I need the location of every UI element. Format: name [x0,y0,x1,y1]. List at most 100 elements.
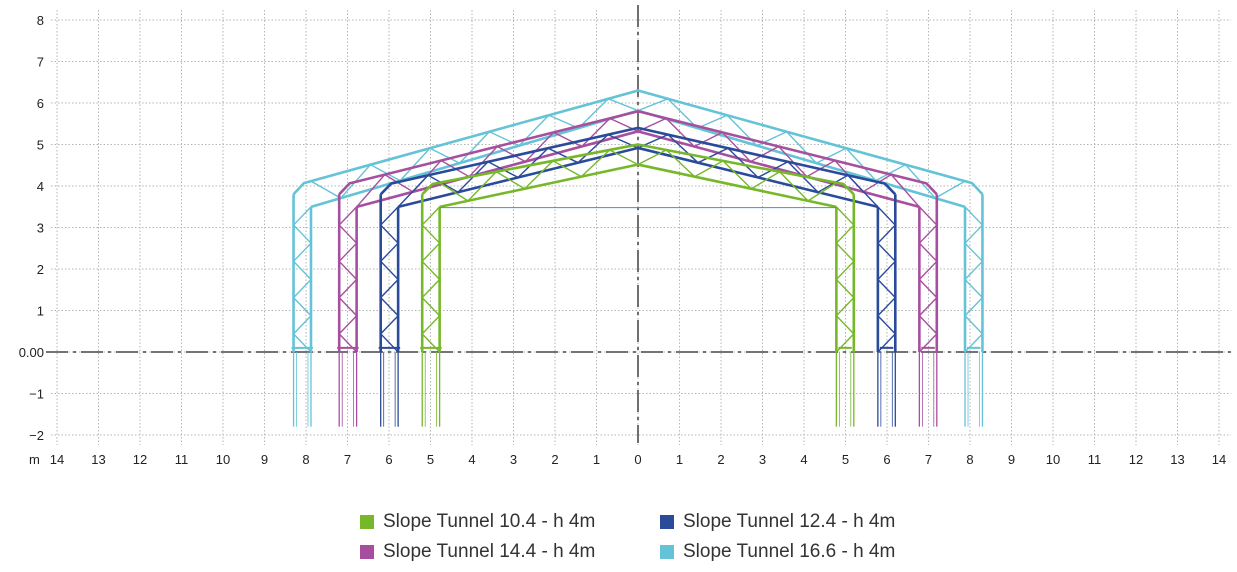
x-tick-label: 7 [925,452,932,467]
rafter-lacing [399,147,431,182]
leg-lacing [877,278,896,299]
leg-lacing [380,260,399,280]
rafter-lacing [697,147,729,164]
rafter-lacing [495,171,526,190]
y-tick-label: 3 [37,221,44,236]
leg-lacing [877,297,896,317]
rafter-lacing [581,117,611,147]
leg-lacing [338,315,358,335]
rafter-top-chord [421,143,855,196]
leg-lacing [338,224,358,244]
x-tick-label: 11 [1088,452,1102,467]
rafter-lacing [547,147,579,164]
rafter-lacing [667,98,698,129]
rafter-lacing [665,149,696,178]
leg-lacing [877,315,896,335]
leg-lacing [380,242,399,262]
y-tick-label: 2 [37,262,44,277]
leg-lacing [380,278,399,299]
rafter-lacing [665,117,695,147]
leg-lacing [380,206,399,226]
x-tick-label: 8 [966,452,973,467]
rafter-lacing [553,131,583,148]
leg-lacing [421,206,441,226]
tunnel-frame [378,126,897,427]
leg-lacing [338,297,358,317]
tunnel-frames [291,89,984,427]
x-tick-label: 1 [676,452,683,467]
x-tick-label: 0 [634,452,641,467]
leg-lacing [380,224,399,244]
x-tick-label: 9 [261,452,268,467]
rafter-lacing [637,98,668,112]
rafter-lacing [429,147,460,164]
y-tick-label: −2 [29,428,44,443]
leg-lacing [421,278,441,299]
leg-lacing [964,224,983,244]
leg-lacing [877,333,896,353]
rafter-lacing [721,131,752,163]
rafter-lacing [845,147,877,182]
leg-lacing [964,242,983,262]
rafter-lacing [786,131,817,164]
leg-lacing [918,297,938,317]
rafter-lacing [750,145,780,163]
leg-lacing [918,333,938,353]
legend-swatch [360,545,374,559]
leg-lacing [877,224,896,244]
rafter-lacing [934,180,966,199]
leg-lacing [835,278,855,299]
leg-lacing [380,333,399,353]
rafter-lacing [697,114,728,129]
rafter-lacing [722,160,752,190]
leg-lacing [338,260,358,280]
leg-lacing [964,315,983,335]
rafter-lacing [875,164,906,182]
rafter-top-chord [379,126,897,196]
y-tick-label: 5 [37,138,44,153]
leg-lacing [421,315,441,335]
y-tick-label: 8 [37,13,44,28]
legend-label: Slope Tunnel 12.4 - h 4m [683,511,896,532]
leg-lacing [380,297,399,317]
rafter-lacing [816,147,847,164]
rafter-lacing [517,147,549,178]
leg-lacing [918,278,938,299]
x-tick-label: 8 [302,452,309,467]
legend-swatch [660,545,674,559]
leg-lacing [918,206,938,226]
rafter-lacing [817,174,849,193]
rafter-lacing [439,182,469,202]
rafter-lacing [397,174,429,208]
legend-swatch [360,515,374,529]
leg-lacing [835,224,855,244]
leg-lacing [877,206,896,226]
x-tick-label: 2 [717,452,724,467]
rafter-lacing [578,98,609,129]
rafter-lacing [459,131,490,164]
leg-lacing [964,206,983,226]
y-tick-label: 4 [37,179,44,194]
leg-lacing [293,260,312,280]
leg-lacing [835,297,855,317]
rafter-lacing [637,149,667,166]
leg-lacing [877,260,896,280]
x-tick-label: 9 [1008,452,1015,467]
rafter-lacing [609,149,639,166]
leg-lacing [918,315,938,335]
legend-item-tunnel-14-4: Slope Tunnel 14.4 - h 4m [360,538,660,566]
x-tick-label: 6 [385,452,392,467]
leg-lacing [918,260,938,280]
x-tick-label: 12 [133,452,147,467]
rafter-lacing [467,171,497,202]
rafter-lacing [524,131,555,163]
rafter-lacing [608,98,639,112]
leg-lacing [293,278,312,299]
leg-lacing [421,242,441,262]
legend-label: Slope Tunnel 14.4 - h 4m [383,541,596,562]
rafter-lacing [524,160,554,190]
rafter-lacing [694,160,724,178]
leg-lacing [293,315,312,335]
tunnel-frame [291,89,984,427]
